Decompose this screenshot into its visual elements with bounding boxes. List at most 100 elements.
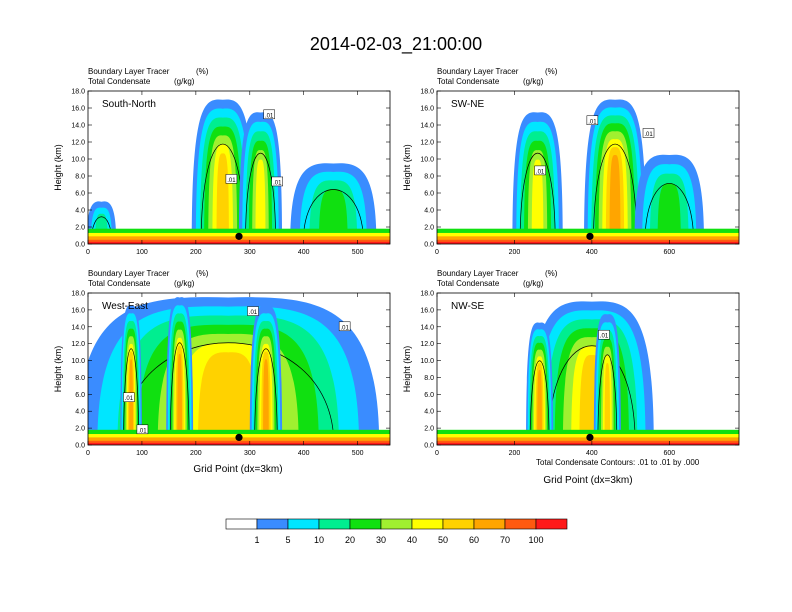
- condensate-contour: [529, 360, 550, 445]
- x-tick-label: 200: [190, 249, 202, 256]
- boundary-layer-band: [88, 442, 390, 445]
- x-tick-label: 100: [136, 249, 148, 256]
- x-tick-label: 400: [298, 450, 310, 457]
- subtitle-condensate-unit: (g/kg): [523, 77, 544, 86]
- y-tick-label: 12.0: [420, 140, 434, 147]
- plot-area: [88, 91, 390, 244]
- subtitle-condensate: Total Condensate: [437, 279, 500, 288]
- y-tick-label: 10.0: [420, 157, 434, 164]
- subtitle-condensate: Total Condensate: [437, 77, 500, 86]
- contour-label: .01: [138, 428, 147, 434]
- subtitle-condensate-unit: (g/kg): [174, 279, 195, 288]
- plume-band: [198, 352, 259, 445]
- colorbar-label: 20: [345, 535, 355, 545]
- condensate-contour: [597, 354, 618, 445]
- colorbar-label: 60: [469, 535, 479, 545]
- plume-band: [263, 359, 269, 445]
- contour-label-box: [225, 174, 238, 184]
- panel-2: .01 .01 .01 0.0 2.0 4.0 6.0 8.0 10.0 12.0 14.0 16.0…: [402, 67, 740, 256]
- location-marker: [235, 232, 243, 240]
- contour-label: .01: [125, 396, 134, 402]
- y-tick-label: 0.0: [424, 242, 434, 249]
- colorbar-swatch: [380, 518, 413, 530]
- condensate-contour: [593, 143, 638, 244]
- y-tick-label: 16.0: [420, 307, 434, 314]
- x-tick-label: 200: [509, 450, 521, 457]
- plot-frame: [87, 90, 391, 245]
- y-tick-label: 16.0: [71, 307, 85, 314]
- y-tick-label: 0.0: [75, 443, 85, 450]
- y-tick-label: 18.0: [71, 89, 85, 96]
- subtitle-condensate-unit: (g/kg): [523, 279, 544, 288]
- colorbar-swatch: [256, 518, 289, 530]
- colorbar-swatch: [411, 518, 444, 530]
- y-tick-label: 16.0: [420, 106, 434, 113]
- location-marker: [586, 433, 594, 441]
- y-tick-label: 2.0: [75, 225, 85, 232]
- y-tick-label: 4.0: [424, 409, 434, 416]
- x-tick-label: 0: [86, 249, 90, 256]
- y-tick-label: 18.0: [420, 291, 434, 298]
- y-axis-label: Height (km): [53, 346, 63, 393]
- contour-label: .01: [265, 113, 274, 119]
- contour-label: .01: [227, 178, 236, 184]
- panel-3: .01 .01 .01 .01 0.0 2.0 4.0 6.0 8.0 10.0 12.0 14.0 1…: [53, 269, 391, 457]
- y-tick-label: 10.0: [420, 358, 434, 365]
- location-marker: [235, 433, 243, 441]
- y-axis-label: Height (km): [402, 346, 412, 393]
- contour-label: .01: [600, 334, 609, 340]
- x-tick-label: 0: [86, 450, 90, 457]
- y-tick-label: 6.0: [75, 191, 85, 198]
- y-tick-label: 4.0: [424, 208, 434, 215]
- subtitle-tracer-unit: (%): [545, 67, 558, 76]
- contour-label: .01: [644, 132, 653, 138]
- x-axis-label-right: Grid Point (dx=3km): [543, 475, 632, 486]
- y-tick-label: 6.0: [75, 392, 85, 399]
- condensate-contour: [169, 342, 190, 445]
- y-tick-label: 14.0: [71, 123, 85, 130]
- panel-4: .01 0.0 2.0 4.0 6.0 8.0 10.0 12.0 14.0 16.0 18.0 0 2…: [402, 269, 740, 457]
- colorbar-swatch: [535, 518, 568, 530]
- plume-band: [609, 154, 621, 244]
- colorbar-label: 10: [314, 535, 324, 545]
- y-tick-label: 8.0: [424, 174, 434, 181]
- contour-label-box: [136, 424, 149, 435]
- location-marker: [586, 232, 594, 240]
- y-tick-label: 0.0: [424, 443, 434, 450]
- colorbar-swatch: [287, 518, 320, 530]
- condensate-contour: [123, 348, 140, 445]
- subtitle-tracer-unit: (%): [196, 67, 209, 76]
- colorbar-label: 100: [528, 535, 543, 545]
- contour-label-box: [271, 176, 283, 187]
- boundary-layer-band: [88, 241, 390, 244]
- boundary-layer-band: [437, 241, 739, 244]
- panel-title: West-East: [102, 301, 148, 312]
- y-tick-label: 2.0: [424, 225, 434, 232]
- plot-area: [437, 91, 739, 244]
- subtitle-tracer: Boundary Layer Tracer: [437, 67, 519, 76]
- x-tick-label: 500: [352, 450, 364, 457]
- y-tick-label: 16.0: [71, 106, 85, 113]
- contour-label: .01: [588, 119, 597, 125]
- subtitle-condensate-unit: (g/kg): [174, 77, 195, 86]
- x-tick-label: 300: [244, 450, 256, 457]
- boundary-layer-band: [437, 442, 739, 445]
- x-tick-label: 0: [435, 249, 439, 256]
- condensate-contour: [519, 153, 556, 244]
- condensate-contour: [245, 153, 277, 244]
- contour-label: .01: [249, 310, 258, 316]
- y-tick-label: 6.0: [424, 191, 434, 198]
- plot-frame: [436, 292, 740, 446]
- colorbar-label: 30: [376, 535, 386, 545]
- x-tick-label: 300: [244, 249, 256, 256]
- x-tick-label: 200: [190, 450, 202, 457]
- panel-1: .01 .01 .01 0.0 2.0 4.0 6.0 8.0 10.0 12.0 14.0 16.0…: [53, 67, 391, 256]
- colorbar-label: 40: [407, 535, 417, 545]
- subtitle-tracer: Boundary Layer Tracer: [88, 269, 170, 278]
- contour-label-box: [642, 128, 655, 138]
- subtitle-tracer-unit: (%): [196, 269, 209, 278]
- contour-label: .01: [273, 180, 282, 186]
- plume-band: [255, 159, 266, 244]
- y-axis-label: Height (km): [402, 144, 412, 191]
- x-tick-label: 500: [352, 249, 364, 256]
